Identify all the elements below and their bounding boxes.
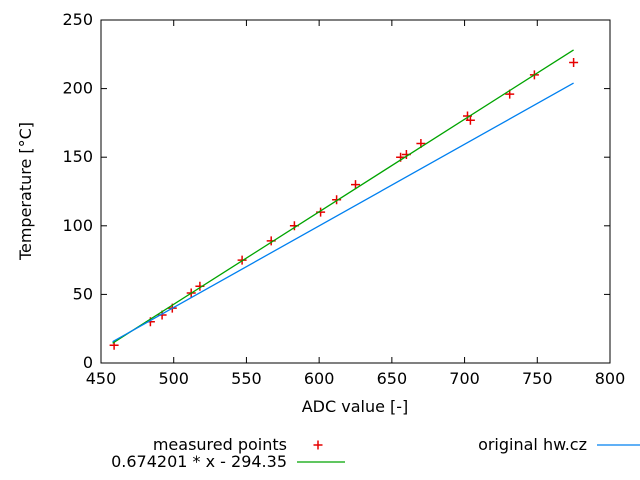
x-tick-label: 800 bbox=[595, 369, 626, 388]
x-tick-label: 700 bbox=[449, 369, 480, 388]
y-tick-label: 250 bbox=[62, 10, 93, 29]
x-tick-label: 550 bbox=[231, 369, 262, 388]
y-axis-title: Temperature [°C] bbox=[16, 121, 35, 261]
x-tick-label: 500 bbox=[158, 369, 189, 388]
series-line-2 bbox=[112, 82, 574, 343]
x-axis-title: ADC value [-] bbox=[301, 397, 409, 416]
legend-label-original-hwcz: original hw.cz bbox=[478, 435, 587, 454]
series-points-0 bbox=[109, 58, 579, 350]
legend-label-measured-points: measured points bbox=[152, 435, 287, 454]
y-tick-label: 50 bbox=[73, 284, 93, 303]
y-tick-label: 150 bbox=[62, 147, 93, 166]
x-tick-label: 750 bbox=[522, 369, 553, 388]
x-tick-label: 650 bbox=[377, 369, 408, 388]
series-line-1 bbox=[112, 49, 574, 344]
y-tick-label: 0 bbox=[83, 353, 93, 372]
y-tick-label: 200 bbox=[62, 79, 93, 98]
plot-border bbox=[100, 19, 611, 364]
y-tick-label: 100 bbox=[62, 216, 93, 235]
x-tick-label: 450 bbox=[86, 369, 117, 388]
legend-label-fit-formula: 0.674201 * x - 294.35 bbox=[111, 452, 287, 471]
legend-sample-plus-0 bbox=[313, 440, 323, 450]
x-tick-label: 600 bbox=[304, 369, 335, 388]
